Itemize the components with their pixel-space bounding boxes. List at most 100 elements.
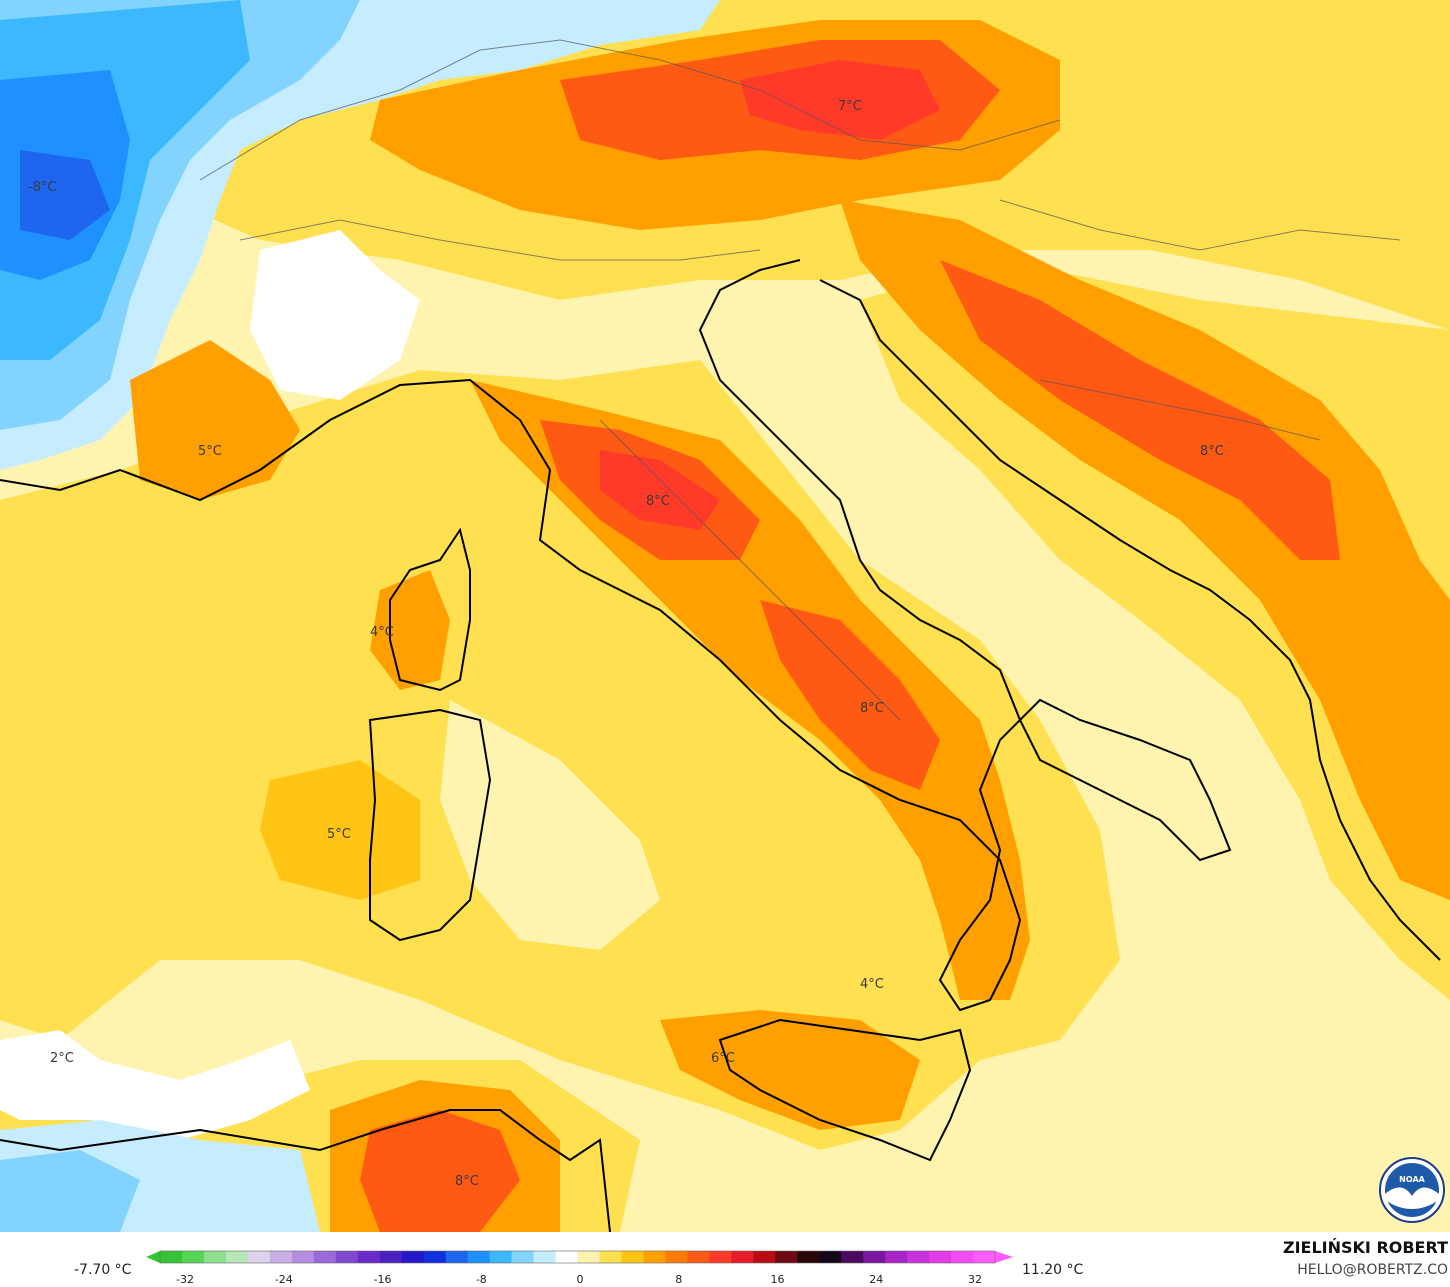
border-alps — [199, 39, 1061, 181]
credit-email: HELLO@ROBERTZ.CO — [1297, 1262, 1448, 1278]
temp-label-fr-w: -8°C — [28, 180, 57, 195]
colorbar-tick-label: 24 — [869, 1273, 883, 1286]
colorbar-tick-label: -32 — [176, 1273, 194, 1286]
colorbar-swatch — [951, 1251, 974, 1263]
colorbar-tick-label: 0 — [577, 1273, 584, 1286]
colorbar-swatch — [225, 1251, 249, 1263]
colorbar-tick-label: 32 — [968, 1273, 982, 1286]
noaa-logo: NOAA — [1379, 1157, 1445, 1223]
coast-sardinia — [368, 708, 492, 942]
colorbar-tick-label: 8 — [675, 1273, 682, 1286]
temp-label-tunisia: 8°C — [455, 1174, 479, 1189]
colorbar-swatch — [467, 1251, 491, 1263]
colorbar-swatch — [797, 1251, 820, 1263]
border-po — [239, 219, 761, 261]
colorbar-swatch — [511, 1251, 535, 1263]
contour-cold-tunisia-mid — [0, 1150, 140, 1232]
coast-dalmatia — [819, 279, 1441, 961]
contour-orange-provence — [130, 340, 300, 500]
colorbar-swatch — [885, 1251, 908, 1263]
colorbar-swatch — [181, 1251, 205, 1263]
contour-red-tunisia — [360, 1110, 520, 1232]
colorbar-swatch — [621, 1251, 645, 1263]
contour-orange-sardinia — [260, 760, 420, 900]
colorbar-swatch — [555, 1251, 579, 1263]
colorbar-min-label: -7.70 °C — [74, 1262, 132, 1278]
coast-sicily — [718, 1018, 972, 1162]
contour-pale-adriatic — [740, 300, 1230, 860]
colorbar-swatch — [775, 1251, 798, 1263]
colorbar-outline — [159, 1250, 996, 1264]
colorbar-swatch — [907, 1251, 930, 1263]
temp-label-sardinia: 5°C — [327, 827, 351, 842]
temp-label-sicily-n: 6°C — [711, 1051, 735, 1066]
colorbar-swatch — [313, 1251, 337, 1263]
temperature-map: -8°C 7°C 5°C 8°C 4°C 5°C 8°C 8°C 4°C 6°C… — [0, 0, 1450, 1232]
colorbar-tick-label: -16 — [374, 1273, 392, 1286]
temp-label-alps-n: 7°C — [838, 99, 862, 114]
colorbar-extend-min — [146, 1251, 160, 1263]
contour-cold-core — [20, 150, 110, 240]
colorbar-swatch — [445, 1251, 469, 1263]
footer: -7.70 °C -32 -24 -16 -8 0 8 16 24 32 11.20 °C ZI… — [0, 1232, 1450, 1287]
colorbar-swatch — [401, 1251, 425, 1263]
colorbar-swatch — [203, 1251, 227, 1263]
contour-orange-dinaric — [840, 200, 1450, 900]
colorbar-max-label: 11.20 °C — [1022, 1262, 1084, 1278]
temp-label-balearic: 2°C — [50, 1051, 74, 1066]
contour-white-med — [0, 1030, 310, 1140]
temperature-labels: -8°C 7°C 5°C 8°C 4°C 5°C 8°C 8°C 4°C 6°C… — [28, 99, 1224, 1189]
colorbar-extend-max — [995, 1251, 1013, 1263]
temp-label-corsica: 4°C — [370, 625, 394, 640]
colorbar: -7.70 °C -32 -24 -16 -8 0 8 16 24 32 11.20 °C — [74, 1250, 1084, 1286]
colorbar-swatch — [841, 1251, 864, 1263]
colorbar-tick-label: -8 — [476, 1273, 487, 1286]
colorbar-swatch — [533, 1251, 557, 1263]
colorbar-ticks: -32 -24 -16 -8 0 8 16 24 32 — [176, 1273, 982, 1286]
colorbar-swatch — [357, 1251, 381, 1263]
contour-red-alps-core — [740, 60, 940, 140]
temp-label-tuscany: 8°C — [646, 494, 670, 509]
temp-label-balkans: 8°C — [1200, 444, 1224, 459]
coast-corsica — [389, 527, 471, 692]
colorbar-tick-label: -24 — [275, 1273, 293, 1286]
credit-name: ZIELIŃSKI ROBERT — [1282, 1238, 1448, 1257]
contour-red-dinaric — [940, 260, 1340, 560]
colorbar-swatch — [709, 1251, 732, 1263]
contour-orange-apennines — [470, 380, 1030, 1000]
colorbar-swatch — [291, 1251, 315, 1263]
contour-red-campania — [760, 600, 940, 790]
colorbar-swatches — [146, 1250, 1013, 1264]
colorbar-swatch — [335, 1251, 359, 1263]
colorbar-swatch — [160, 1251, 183, 1263]
coast-africa — [0, 1109, 611, 1232]
colorbar-swatch — [863, 1251, 886, 1263]
colorbar-swatch — [687, 1251, 710, 1263]
temp-label-campania: 8°C — [860, 701, 884, 716]
contour-yellow — [0, 360, 1120, 1150]
colorbar-swatch — [731, 1251, 754, 1263]
borders — [199, 39, 1401, 721]
contour-pale-sardinia — [440, 700, 660, 950]
contour-orange-sicily — [660, 1010, 920, 1130]
temp-label-provence: 5°C — [198, 444, 222, 459]
colorbar-swatch — [599, 1251, 623, 1263]
colorbar-swatch — [643, 1251, 666, 1263]
colorbar-swatch — [973, 1251, 996, 1263]
colorbar-swatch — [819, 1251, 842, 1263]
coastlines — [0, 259, 1441, 1232]
colorbar-swatch — [577, 1251, 601, 1263]
colorbar-swatch — [753, 1251, 776, 1263]
border-balkan-b — [1039, 379, 1321, 441]
colorbar-swatch — [929, 1251, 952, 1263]
noaa-logo-text: NOAA — [1399, 1175, 1425, 1184]
colorbar-swatch — [269, 1251, 293, 1263]
coast-italy — [0, 259, 1232, 1012]
colorbar-tick-label: 16 — [771, 1273, 785, 1286]
colorbar-swatch — [247, 1251, 271, 1263]
colorbar-swatch — [379, 1251, 403, 1263]
temp-label-tyrrhenian-s: 4°C — [860, 977, 884, 992]
border-apennine — [599, 419, 901, 721]
colorbar-swatch — [423, 1251, 447, 1263]
colorbar-swatch — [489, 1251, 513, 1263]
